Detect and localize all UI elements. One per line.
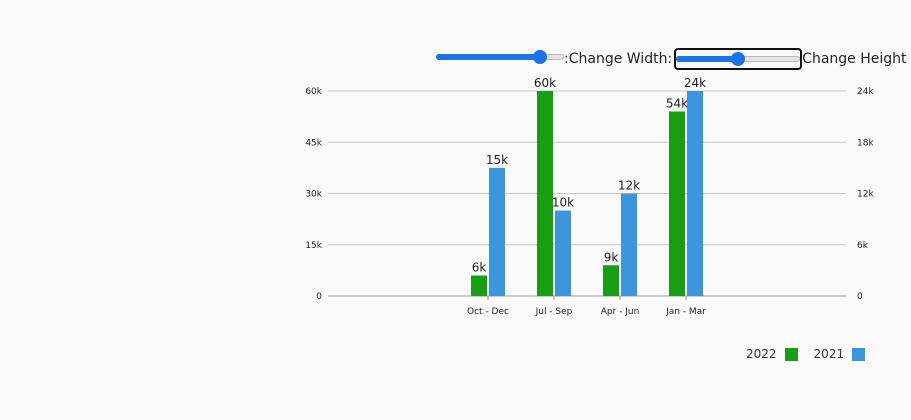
right-tick-label: 12k <box>857 190 874 200</box>
bar-chart: 0 0 15k 6k 30k 12k 45k 18k 60k 24k Oct - Dec 6k 15k J… <box>305 76 874 317</box>
bar-2021 <box>555 210 571 296</box>
left-tick-label: 0 <box>316 292 322 302</box>
bar-2021 <box>621 193 637 296</box>
data-label: 15k <box>486 153 508 167</box>
chart-legend: 2022 2021 <box>746 347 866 361</box>
legend-swatch-2022 <box>784 347 798 361</box>
bar-2022 <box>669 111 685 296</box>
category-label: Apr - Jun <box>601 307 640 317</box>
category-label: Jan - Mar <box>665 307 706 317</box>
data-label: 54k <box>666 97 688 111</box>
data-label: 24k <box>684 76 706 90</box>
legend-label-2022: 2022 <box>746 347 777 361</box>
right-tick-label: 0 <box>857 292 863 302</box>
width-label: :Change Width: <box>564 51 673 67</box>
left-tick-label: 15k <box>305 241 322 251</box>
height-slider-fill <box>676 56 739 62</box>
category-label: Jul - Sep <box>535 307 573 317</box>
right-tick-label: 18k <box>857 138 874 148</box>
legend-swatch-2021 <box>852 347 866 361</box>
width-slider-fill <box>436 54 540 60</box>
bar-2022 <box>603 265 619 296</box>
bar-2022 <box>537 91 553 296</box>
data-label: 6k <box>472 261 487 275</box>
height-slider-thumb[interactable] <box>731 52 746 66</box>
data-label: 9k <box>604 250 619 264</box>
height-label: Change Height <box>802 51 907 67</box>
right-tick-label: 6k <box>857 241 869 251</box>
data-label: 12k <box>618 179 640 193</box>
data-label: 10k <box>552 196 574 210</box>
right-tick-label: 24k <box>857 87 874 97</box>
height-slider[interactable] <box>674 48 803 70</box>
width-slider-thumb[interactable] <box>533 50 547 64</box>
chart-size-controls: :Change Width: Change Height <box>436 48 907 70</box>
category-label: Oct - Dec <box>467 307 509 317</box>
legend-item-2021[interactable]: 2021 <box>814 347 866 361</box>
bar-2022 <box>471 275 487 296</box>
left-tick-label: 45k <box>305 138 322 148</box>
left-tick-label: 60k <box>305 87 322 97</box>
left-tick-label: 30k <box>305 190 322 200</box>
width-slider[interactable] <box>436 48 564 70</box>
bar-2021 <box>489 167 505 296</box>
legend-label-2021: 2021 <box>813 347 845 361</box>
bar-2021 <box>687 91 703 296</box>
data-label: 60k <box>534 76 556 90</box>
legend-item-2022[interactable]: 2022 <box>746 347 798 361</box>
